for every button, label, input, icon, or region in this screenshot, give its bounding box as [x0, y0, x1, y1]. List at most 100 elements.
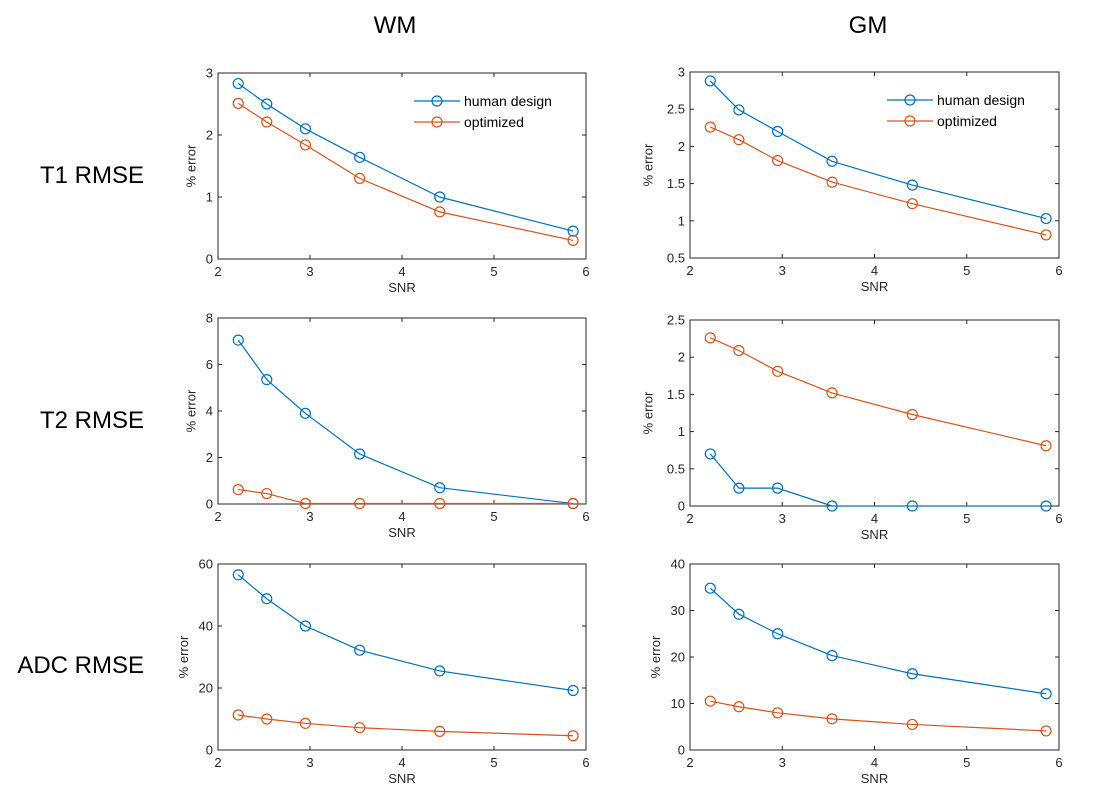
data-point	[434, 191, 446, 203]
y-tick-label: 1	[206, 190, 213, 205]
plot-area	[689, 71, 1060, 259]
series-human-design	[704, 582, 1052, 700]
data-point	[733, 608, 745, 620]
x-tick-label: 3	[779, 263, 786, 278]
data-point	[299, 497, 311, 510]
plot-area	[217, 317, 587, 505]
data-point	[1040, 229, 1052, 241]
series-line	[709, 587, 1047, 695]
x-tick-label: 3	[779, 511, 786, 526]
data-point	[772, 628, 784, 640]
y-tick-label: 0	[206, 743, 213, 758]
y-tick-label: 2.5	[667, 313, 685, 328]
data-point	[299, 139, 311, 151]
legend-label: human design	[464, 93, 552, 109]
data-point	[354, 722, 366, 734]
data-point	[434, 206, 446, 218]
x-tick-label: 4	[871, 755, 878, 770]
row-title-t1: T1 RMSE	[39, 162, 144, 189]
data-point	[261, 374, 273, 386]
x-tick-label: 6	[1055, 263, 1062, 278]
plot-area	[217, 72, 587, 260]
x-tick-label: 5	[963, 511, 970, 526]
row-title-adc: ADC RMSE	[17, 652, 144, 679]
x-tick-label: 2	[686, 263, 693, 278]
data-point	[299, 123, 311, 135]
x-tick-label: 4	[871, 511, 878, 526]
data-point	[434, 497, 446, 510]
x-tick-label: 5	[490, 264, 497, 279]
x-tick-label: 6	[1055, 755, 1062, 770]
data-point	[434, 482, 446, 494]
x-tick-label: 5	[963, 263, 970, 278]
series-optimized	[232, 483, 579, 510]
data-point	[232, 77, 244, 90]
x-axis-label: SNR	[388, 280, 415, 295]
data-point	[354, 448, 366, 460]
data-point	[733, 134, 745, 146]
data-point	[232, 483, 244, 496]
y-tick-label: 1.5	[667, 387, 685, 402]
series-line	[237, 574, 574, 692]
series-human-design	[232, 77, 579, 237]
plot-area	[689, 563, 1060, 751]
y-tick-label: 8	[206, 311, 213, 326]
x-axis-label: SNR	[861, 527, 888, 542]
row-title-t2: T2 RMSE	[39, 407, 144, 434]
y-tick-label: 2	[206, 128, 213, 143]
data-point	[232, 97, 244, 109]
y-tick-label: 1.5	[667, 176, 685, 191]
data-point	[826, 155, 838, 167]
y-tick-label: 4	[206, 404, 213, 419]
column-title-gm: GM	[848, 12, 888, 39]
x-tick-label: 5	[490, 755, 497, 770]
data-point	[704, 121, 716, 133]
data-point	[354, 497, 366, 510]
column-title-wm: WM	[373, 12, 417, 39]
legend: human design optimized	[887, 92, 1025, 129]
data-point	[261, 713, 273, 725]
data-point	[704, 582, 716, 594]
chart-t2-gm: 2 3 4 5 6 0 0.5 1 1.5 2 2.5 SNR % error	[641, 313, 1063, 543]
data-point	[354, 644, 366, 656]
legend-label: optimized	[464, 114, 524, 130]
y-axis-label: % error	[648, 635, 663, 678]
x-tick-label: 2	[214, 264, 221, 279]
legend-label: human design	[937, 92, 1025, 108]
y-axis-label: % error	[184, 389, 199, 432]
data-point	[1040, 725, 1052, 737]
x-tick-label: 2	[214, 755, 221, 770]
x-axis-label: SNR	[388, 771, 415, 786]
series-human-design	[232, 569, 579, 697]
x-tick-label: 5	[963, 755, 970, 770]
legend: human design optimized	[414, 93, 552, 130]
series-line	[237, 83, 574, 232]
x-tick-label: 3	[306, 509, 313, 524]
y-tick-label: 0	[206, 497, 213, 512]
data-point	[261, 593, 273, 605]
data-point	[826, 387, 838, 399]
data-point	[906, 500, 918, 512]
x-tick-label: 6	[1055, 511, 1062, 526]
series-line	[237, 339, 574, 505]
plot-area	[689, 319, 1060, 507]
data-point	[704, 332, 716, 344]
series-line	[237, 102, 574, 241]
data-point	[704, 695, 716, 707]
series-human-design	[704, 75, 1052, 225]
y-tick-label: 1	[678, 424, 685, 439]
plot-area	[217, 563, 587, 751]
data-point	[733, 344, 745, 357]
data-point	[232, 569, 244, 581]
legend-marker	[431, 116, 443, 128]
chart-t1-gm: 2 3 4 5 6 0.5 1 1.5 2 2.5 3 SNR % error human design o…	[641, 65, 1063, 295]
data-point	[567, 497, 579, 510]
data-point	[1040, 500, 1052, 512]
y-tick-label: 2	[206, 450, 213, 465]
legend-marker	[431, 95, 443, 107]
x-axis-label: SNR	[861, 771, 888, 786]
data-point	[261, 116, 273, 128]
y-tick-label: 10	[671, 696, 685, 711]
x-tick-label: 3	[306, 264, 313, 279]
